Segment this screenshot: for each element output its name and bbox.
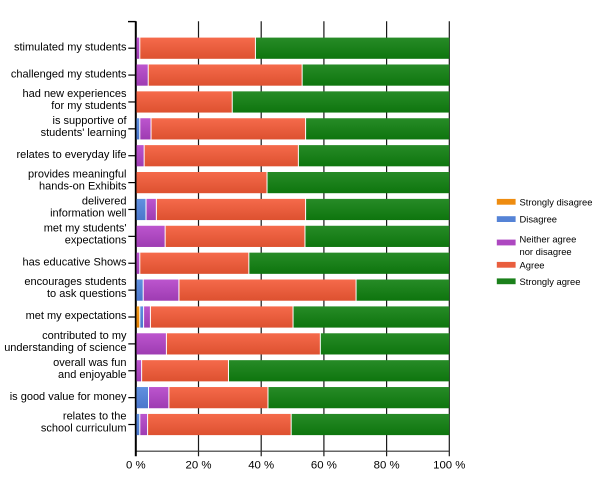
svg-text:0 %: 0 %	[126, 459, 146, 471]
svg-text:information well: information well	[50, 207, 126, 219]
svg-text:is good value for money: is good value for money	[10, 391, 127, 403]
svg-text:60 %: 60 %	[311, 459, 337, 471]
svg-text:Strongly agree: Strongly agree	[520, 276, 581, 287]
svg-text:understanding of science: understanding of science	[4, 342, 126, 354]
svg-text:had new experiences: had new experiences	[23, 88, 127, 100]
svg-text:20 %: 20 %	[186, 459, 212, 471]
svg-text:expectations: expectations	[65, 234, 127, 246]
svg-text:nor disagree: nor disagree	[520, 246, 572, 257]
svg-text:to ask questions: to ask questions	[47, 288, 127, 300]
svg-text:provides meaningful: provides meaningful	[28, 169, 126, 181]
svg-text:contributed to my: contributed to my	[42, 330, 127, 342]
svg-text:Neither agree: Neither agree	[520, 234, 577, 245]
svg-text:relates to the: relates to the	[63, 411, 127, 423]
svg-text:Agree: Agree	[520, 259, 545, 270]
svg-text:Strongly disagree: Strongly disagree	[520, 196, 593, 207]
svg-text:40 %: 40 %	[248, 459, 274, 471]
svg-text:overall was fun: overall was fun	[53, 357, 126, 369]
svg-text:relates to everyday life: relates to everyday life	[16, 149, 126, 161]
svg-text:and enjoyable: and enjoyable	[58, 369, 127, 381]
svg-text:is supportive of: is supportive of	[53, 115, 128, 127]
svg-text:80 %: 80 %	[374, 459, 400, 471]
svg-text:met my students': met my students'	[44, 222, 127, 234]
svg-text:school curriculum: school curriculum	[41, 423, 127, 435]
svg-text:met my expectations: met my expectations	[26, 310, 127, 322]
svg-text:challenged my students: challenged my students	[11, 68, 127, 80]
svg-text:hands-on Exhibits: hands-on Exhibits	[39, 181, 127, 193]
svg-text:for my students: for my students	[51, 100, 127, 112]
svg-text:stimulated my students: stimulated my students	[14, 41, 127, 53]
svg-text:students' learning: students' learning	[41, 127, 127, 139]
svg-text:encourages students: encourages students	[24, 276, 127, 288]
svg-text:has educative Shows: has educative Shows	[23, 256, 127, 268]
svg-text:delivered: delivered	[82, 196, 127, 208]
svg-text:100 %: 100 %	[433, 459, 465, 471]
svg-text:Disagree: Disagree	[520, 214, 558, 225]
